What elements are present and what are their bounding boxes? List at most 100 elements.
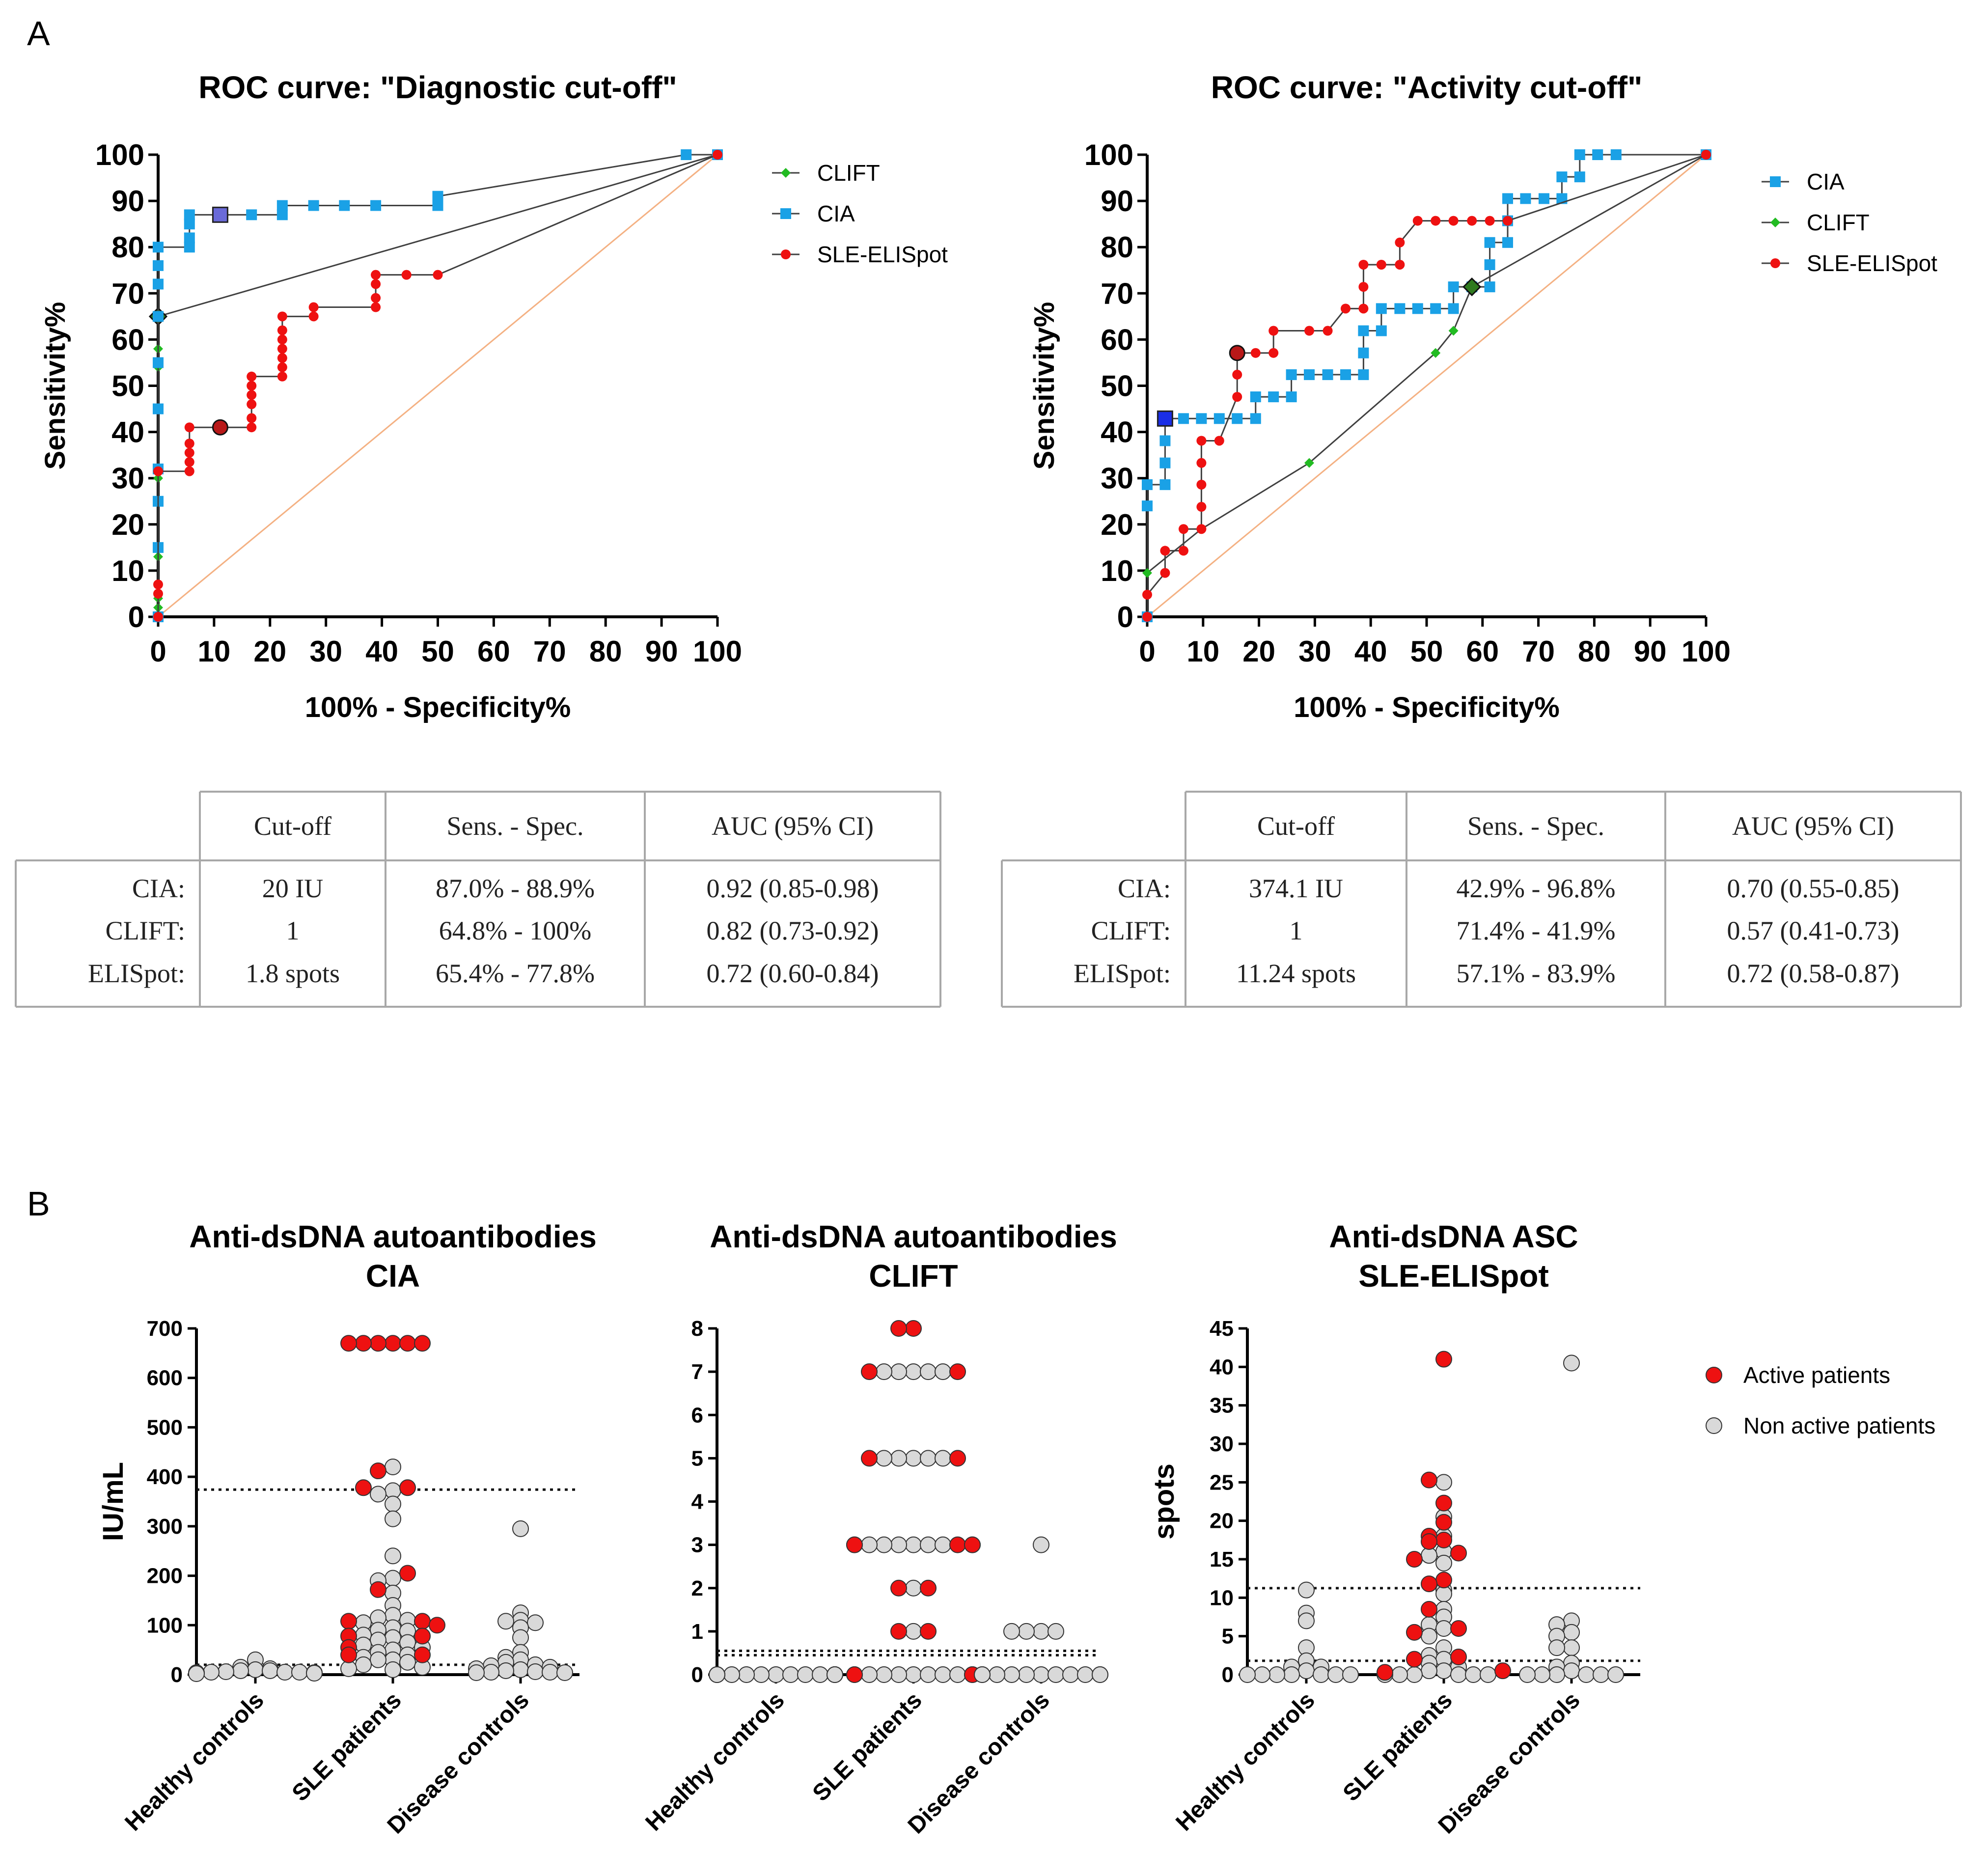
roc-point-cia [1250, 391, 1261, 403]
roc-point-clift [1142, 568, 1152, 578]
roc-point-elispot [371, 270, 381, 280]
roc-point-elispot [184, 447, 194, 458]
nonactive-patient-dot [512, 1520, 529, 1537]
nonactive-patient-dot [556, 1664, 573, 1681]
active-patient-dot [920, 1579, 937, 1597]
y-tick-label: 0 [1117, 601, 1133, 634]
y-tick-label: 0 [1222, 1663, 1234, 1687]
nonactive-patient-dot [861, 1666, 878, 1683]
roc-point-cia [1376, 303, 1387, 314]
active-patient-dot [429, 1617, 445, 1634]
roc-point-cia [308, 200, 319, 211]
y-tick-label: 90 [111, 185, 144, 218]
y-tick-label: 40 [1101, 416, 1133, 449]
table-cell: 42.9% - 96.8% [1457, 874, 1616, 903]
legend: CLIFT CIA SLE-ELISpot [772, 160, 948, 267]
roc-point-cia [153, 278, 164, 290]
series-elispot [1142, 150, 1711, 622]
y-tick-label: 100 [1084, 138, 1133, 171]
nonactive-patient-dot [385, 1661, 401, 1678]
active-patient-dot [1435, 1572, 1452, 1589]
roc-point-cia [370, 200, 382, 211]
y-tick-label: 700 [147, 1317, 183, 1341]
roc-point-cia [1538, 193, 1549, 204]
y-axis-label: spots [1148, 1463, 1180, 1540]
roc-point-elispot [1340, 303, 1351, 314]
nonactive-patient-dot [989, 1666, 1005, 1683]
nonactive-patient-dot [1313, 1666, 1329, 1683]
roc-point-elispot [1358, 259, 1369, 270]
table-cell: 71.4% - 41.9% [1457, 916, 1616, 945]
active-patient-dot [1421, 1600, 1437, 1618]
nonactive-patient-dot [1327, 1666, 1344, 1683]
nonactive-patient-dot [1435, 1554, 1452, 1572]
nonactive-patient-dot [527, 1614, 544, 1631]
roc-point-elispot [247, 399, 257, 410]
y-tick-label: 0 [171, 1663, 183, 1687]
roc-line-elispot [1146, 154, 1707, 617]
roc-point-elispot [1214, 436, 1224, 446]
roc-point-elispot [401, 270, 412, 280]
panel-label-b: B [27, 1185, 50, 1223]
y-tick-label: 600 [147, 1366, 183, 1390]
category-label: Healthy controls [1171, 1687, 1320, 1836]
nonactive-patient-dot [890, 1666, 907, 1683]
roc-point-elispot [713, 150, 722, 160]
nonactive-patient-dot [385, 1495, 401, 1513]
nonactive-patient-dot [1406, 1666, 1423, 1683]
roc-point-cia [1286, 369, 1297, 380]
roc-point-cia [1448, 281, 1459, 293]
y-tick-label: 30 [111, 462, 144, 495]
table-cell: 0.72 (0.58-0.87) [1727, 959, 1900, 988]
x-tick-label: 10 [1186, 635, 1219, 668]
roc-point-cia [184, 232, 195, 244]
roc-point-cia [432, 191, 443, 202]
y-tick-label: 60 [1101, 323, 1133, 356]
active-patient-dot [1435, 1514, 1452, 1531]
x-tick-label: 60 [1466, 635, 1499, 668]
roc-point-elispot [1178, 524, 1188, 534]
roc-point-cia [1448, 303, 1459, 314]
active-patient-dot [399, 1565, 416, 1582]
y-tick-label: 100 [95, 138, 144, 171]
table-cell: 0.92 (0.85-0.98) [707, 874, 879, 903]
nonactive-patient-dot [890, 1536, 907, 1553]
table-cell: 0.57 (0.41-0.73) [1727, 916, 1900, 945]
roc-point-elispot [371, 279, 381, 289]
chart-title-line2: CIA [366, 1258, 420, 1294]
nonactive-patient-dot [876, 1450, 892, 1467]
roc-point-cia [1159, 435, 1171, 446]
nonactive-patient-dot [861, 1536, 878, 1553]
roc-point-elispot [1196, 502, 1207, 512]
roc-point-cia [153, 242, 164, 253]
cutoff-point-cia [1157, 410, 1173, 427]
roc-point-cia [1142, 479, 1153, 490]
chart-title-line1: Anti-dsDNA autoantibodies [189, 1219, 597, 1254]
roc-point-elispot [1268, 348, 1279, 358]
nonactive-patient-dot [385, 1547, 401, 1565]
legend-label-cia: CIA [817, 201, 855, 226]
roc-point-cia [1574, 149, 1585, 160]
nonactive-patient-dot [920, 1666, 937, 1683]
roc-point-cia [1286, 391, 1297, 403]
nonactive-patient-dot [512, 1629, 529, 1646]
y-axis-label: Sensitivity% [39, 302, 71, 470]
y-tick-label: 20 [1210, 1509, 1234, 1533]
roc-point-cia [1610, 149, 1622, 160]
roc-point-elispot [277, 344, 287, 354]
roc-point-cia [1159, 457, 1171, 469]
roc-point-cia [1322, 369, 1333, 380]
category-label: Disease controls [383, 1687, 534, 1839]
active-patient-dot [1406, 1624, 1423, 1641]
roc-point-elispot [1196, 524, 1207, 534]
nonactive-patient-dot [232, 1662, 249, 1679]
y-tick-label: 200 [147, 1564, 183, 1588]
table-cell: 20 IU [262, 874, 323, 903]
nonactive-patient-dot [1421, 1547, 1437, 1564]
roc-point-cia [1358, 325, 1369, 336]
legend-marker-elispot [1770, 258, 1780, 268]
nonactive-patient-dot [935, 1536, 951, 1553]
y-tick-label: 400 [147, 1465, 183, 1489]
roc-point-cia [184, 242, 195, 253]
nonactive-patient-dot [768, 1666, 784, 1683]
